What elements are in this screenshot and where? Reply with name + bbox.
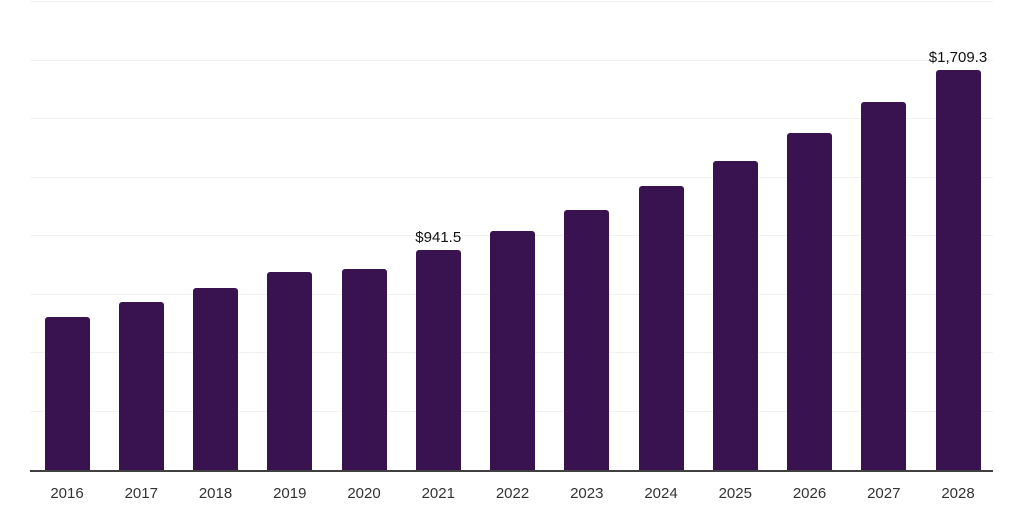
plot-area: 2016 2017 2018 2019 2020 2021 2022 2023 2024 2025… (30, 1, 993, 501)
x-tick-label-2016: 2016 (50, 485, 84, 502)
bar-2016 (44, 316, 90, 470)
x-tick-label-2027: 2027 (867, 485, 901, 502)
x-tick-label-2019: 2019 (273, 485, 307, 502)
bar-2017 (118, 302, 164, 470)
bar-2024 (638, 186, 684, 470)
bar-2021 (415, 249, 461, 470)
bar-2018 (193, 288, 238, 470)
x-tick-label-2028: 2028 (941, 485, 975, 502)
value-label-2021: $941.5 (415, 228, 462, 246)
value-label-2028: $1,709.3 (928, 49, 988, 67)
bar-2026 (787, 133, 832, 470)
gridline (30, 118, 993, 119)
x-tick-label-2020: 2020 (347, 485, 381, 502)
gridline (30, 1, 993, 2)
x-tick-label-2026: 2026 (792, 485, 827, 502)
x-tick-label-2018: 2018 (198, 485, 233, 502)
x-tick-label-2021: 2021 (421, 485, 455, 502)
x-tick-label-2024: 2024 (644, 485, 678, 502)
gridline (30, 176, 993, 178)
bar-2022 (490, 230, 535, 470)
x-tick-label-2022: 2022 (495, 485, 530, 502)
bar-2020 (341, 269, 387, 470)
bar-2019 (267, 272, 313, 470)
bar-2027 (861, 102, 907, 470)
x-tick-label-2017: 2017 (124, 485, 158, 502)
bar-2023 (564, 209, 610, 470)
bar-2028 (935, 70, 981, 470)
bar-2025 (712, 161, 758, 470)
x-tick-label-2025: 2025 (718, 485, 752, 502)
gridline (30, 59, 993, 61)
x-tick-label-2023: 2023 (570, 485, 604, 502)
